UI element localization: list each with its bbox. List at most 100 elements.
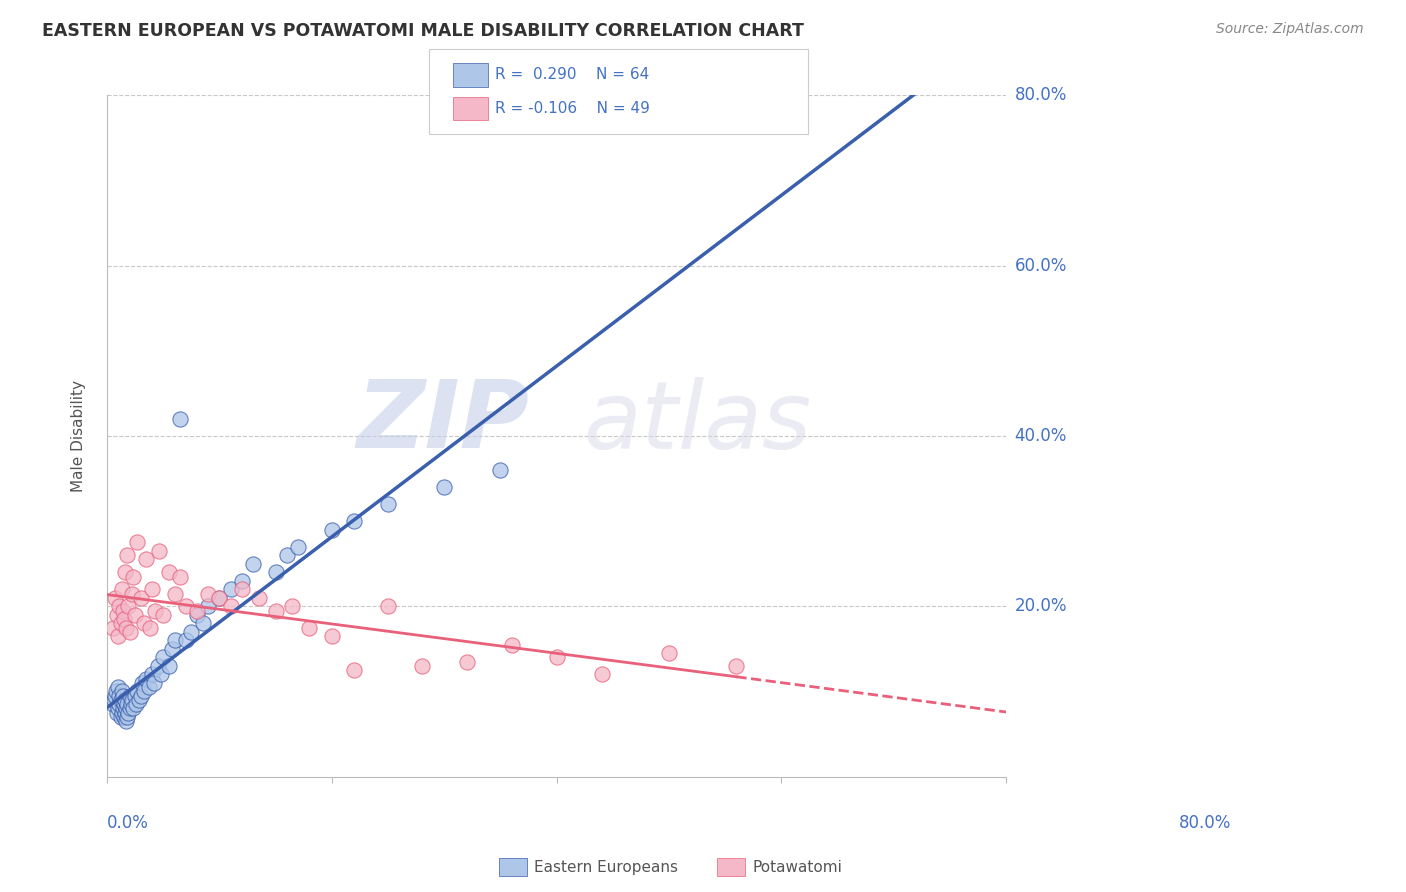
Point [141, 582, 163, 597]
Point [247, 591, 270, 605]
Point [105, 684, 128, 698]
Point [125, 698, 148, 712]
Point [298, 621, 321, 635]
Point [112, 710, 135, 724]
Text: Potawatomi: Potawatomi [752, 860, 842, 874]
Point [117, 548, 139, 562]
Point [264, 603, 287, 617]
Point [146, 659, 169, 673]
Text: EASTERN EUROPEAN VS POTAWATOMI MALE DISABILITY CORRELATION CHART: EASTERN EUROPEAN VS POTAWATOMI MALE DISA… [42, 22, 804, 40]
Point [725, 659, 748, 673]
Point [186, 603, 208, 617]
Point [111, 701, 134, 715]
Point [115, 621, 138, 635]
Point [107, 701, 129, 715]
Point [186, 607, 208, 622]
Point [107, 680, 129, 694]
Point [546, 650, 568, 665]
Point [197, 586, 219, 600]
Text: Source: ZipAtlas.com: Source: ZipAtlas.com [1216, 22, 1364, 37]
Text: R =  0.290    N = 64: R = 0.290 N = 64 [495, 68, 650, 82]
Text: 80.0%: 80.0% [1178, 814, 1230, 832]
Point [134, 616, 156, 631]
Point [591, 667, 613, 681]
Point [127, 535, 149, 549]
Point [111, 603, 134, 617]
Point [208, 591, 231, 605]
Point [120, 698, 142, 712]
Point [114, 706, 136, 720]
Point [122, 701, 145, 715]
Point [162, 641, 184, 656]
Point [112, 698, 135, 712]
Text: 0.0%: 0.0% [107, 814, 149, 832]
Point [124, 607, 146, 622]
Point [321, 629, 343, 643]
Point [114, 693, 136, 707]
Point [135, 672, 157, 686]
Point [191, 616, 214, 631]
Point [138, 680, 160, 694]
Point [131, 676, 153, 690]
Point [264, 566, 287, 580]
Point [163, 633, 186, 648]
Point [110, 616, 132, 631]
Point [108, 599, 131, 614]
Text: Eastern Europeans: Eastern Europeans [534, 860, 678, 874]
Point [104, 591, 127, 605]
Point [433, 480, 456, 494]
Point [501, 638, 523, 652]
Point [104, 689, 127, 703]
Point [112, 612, 135, 626]
Point [105, 607, 128, 622]
Point [152, 607, 174, 622]
Text: 20.0%: 20.0% [1015, 598, 1067, 615]
Point [117, 706, 139, 720]
Point [163, 586, 186, 600]
Point [118, 689, 141, 703]
Point [231, 582, 253, 597]
Point [157, 566, 180, 580]
Point [101, 698, 124, 712]
Point [134, 684, 156, 698]
Point [105, 706, 128, 720]
Text: R = -0.106    N = 49: R = -0.106 N = 49 [495, 102, 650, 116]
Point [219, 599, 242, 614]
Point [110, 710, 132, 724]
Point [377, 497, 399, 511]
Point [219, 582, 242, 597]
Point [208, 591, 231, 605]
Y-axis label: Male Disability: Male Disability [72, 380, 86, 492]
Point [115, 714, 138, 729]
Point [129, 689, 152, 703]
Point [148, 544, 170, 558]
Text: 40.0%: 40.0% [1015, 427, 1067, 445]
Point [242, 557, 264, 571]
Point [124, 689, 146, 703]
Point [157, 659, 180, 673]
Point [135, 552, 157, 566]
Point [145, 603, 167, 617]
Point [115, 701, 138, 715]
Point [276, 548, 298, 562]
Point [117, 698, 139, 712]
Point [108, 698, 131, 712]
Point [197, 599, 219, 614]
Point [129, 591, 152, 605]
Point [231, 574, 253, 588]
Point [321, 523, 343, 537]
Point [489, 463, 512, 477]
Point [111, 582, 134, 597]
Point [111, 684, 134, 698]
Point [377, 599, 399, 614]
Point [122, 569, 145, 583]
Point [281, 599, 304, 614]
Point [139, 621, 162, 635]
Text: atlas: atlas [583, 376, 811, 468]
Point [117, 710, 139, 724]
Point [101, 621, 124, 635]
Point [343, 514, 366, 528]
Point [121, 693, 143, 707]
Point [107, 629, 129, 643]
Point [143, 676, 166, 690]
